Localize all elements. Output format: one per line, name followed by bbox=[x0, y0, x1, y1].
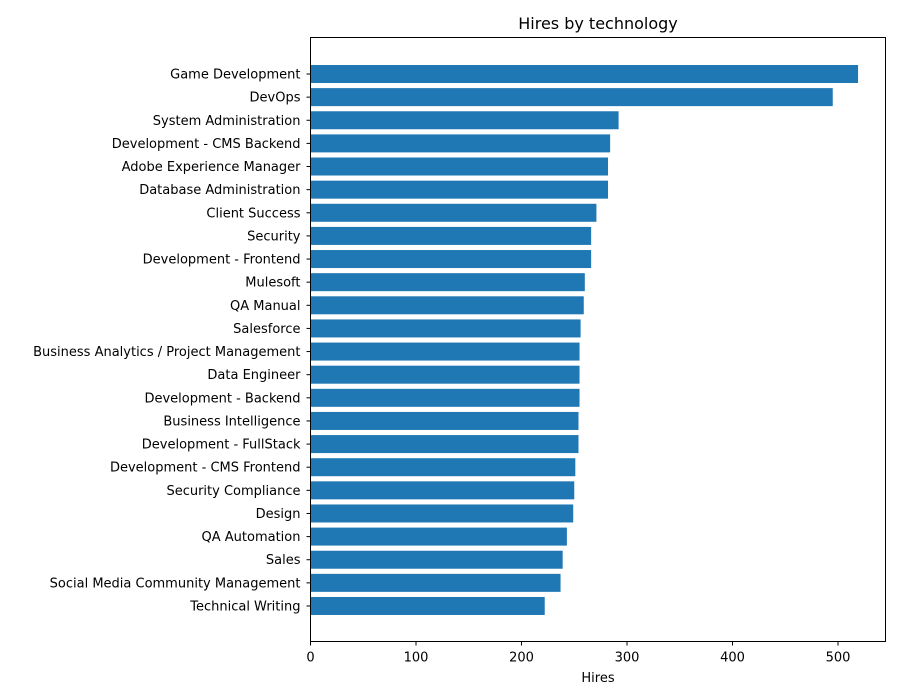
bar bbox=[310, 319, 581, 338]
category-label: System Administration bbox=[153, 114, 301, 129]
x-tick-label: 200 bbox=[509, 651, 534, 666]
bar bbox=[310, 435, 579, 454]
bars-group bbox=[310, 65, 859, 615]
bar bbox=[310, 550, 563, 569]
bar bbox=[310, 573, 561, 592]
x-tick-label: 300 bbox=[615, 651, 640, 666]
plot-frame bbox=[310, 37, 886, 642]
category-label: Sales bbox=[266, 553, 301, 568]
category-label: DevOps bbox=[250, 91, 301, 106]
bar bbox=[310, 180, 609, 199]
category-label: Business Analytics / Project Management bbox=[33, 345, 300, 360]
bar bbox=[310, 65, 859, 83]
category-label: Social Media Community Management bbox=[50, 576, 301, 591]
bar bbox=[310, 157, 609, 176]
x-ticks-group: 0 100 200 300 400 500 bbox=[306, 641, 851, 666]
category-label: Development - Frontend bbox=[143, 253, 301, 268]
category-label: Database Administration bbox=[139, 183, 300, 198]
bar bbox=[310, 411, 579, 430]
category-label: Development - FullStack bbox=[142, 438, 301, 453]
x-axis-label: Hires bbox=[581, 671, 614, 686]
bar bbox=[310, 273, 585, 292]
bar bbox=[310, 596, 545, 615]
category-labels-group: Game Development DevOps System Administrat… bbox=[33, 68, 311, 614]
bar bbox=[310, 365, 580, 384]
category-label: Mulesoft bbox=[245, 276, 300, 291]
bar bbox=[310, 111, 619, 130]
x-tick-label: 500 bbox=[826, 651, 851, 666]
category-label: Game Development bbox=[170, 68, 300, 83]
bar bbox=[310, 88, 833, 107]
bar bbox=[310, 134, 611, 153]
category-label: Client Success bbox=[206, 206, 300, 221]
bar bbox=[310, 527, 567, 546]
category-label: QA Automation bbox=[202, 530, 301, 545]
bar bbox=[310, 342, 580, 361]
bar bbox=[310, 481, 575, 500]
x-tick-label: 400 bbox=[720, 651, 745, 666]
category-label: Adobe Experience Manager bbox=[122, 160, 302, 175]
bar bbox=[310, 458, 576, 477]
category-label: Development - CMS Frontend bbox=[110, 461, 301, 476]
category-label: Design bbox=[256, 507, 301, 522]
category-label: Development - CMS Backend bbox=[112, 137, 301, 152]
category-label: Security Compliance bbox=[166, 484, 300, 499]
bar bbox=[310, 504, 574, 523]
category-label: Development - Backend bbox=[144, 391, 300, 406]
chart-title: Hires by technology bbox=[518, 14, 678, 33]
bar bbox=[310, 226, 592, 245]
bar bbox=[310, 203, 597, 222]
category-label: Business Intelligence bbox=[163, 414, 300, 429]
bar bbox=[310, 250, 592, 269]
x-tick-label: 100 bbox=[404, 651, 429, 666]
bar bbox=[310, 388, 580, 407]
bar bbox=[310, 296, 584, 315]
category-label: Technical Writing bbox=[189, 599, 300, 614]
category-label: Security bbox=[247, 229, 301, 244]
category-label: Salesforce bbox=[233, 322, 300, 337]
category-label: Data Engineer bbox=[207, 368, 301, 383]
category-label: QA Manual bbox=[230, 299, 301, 314]
x-tick-label: 0 bbox=[306, 651, 314, 666]
